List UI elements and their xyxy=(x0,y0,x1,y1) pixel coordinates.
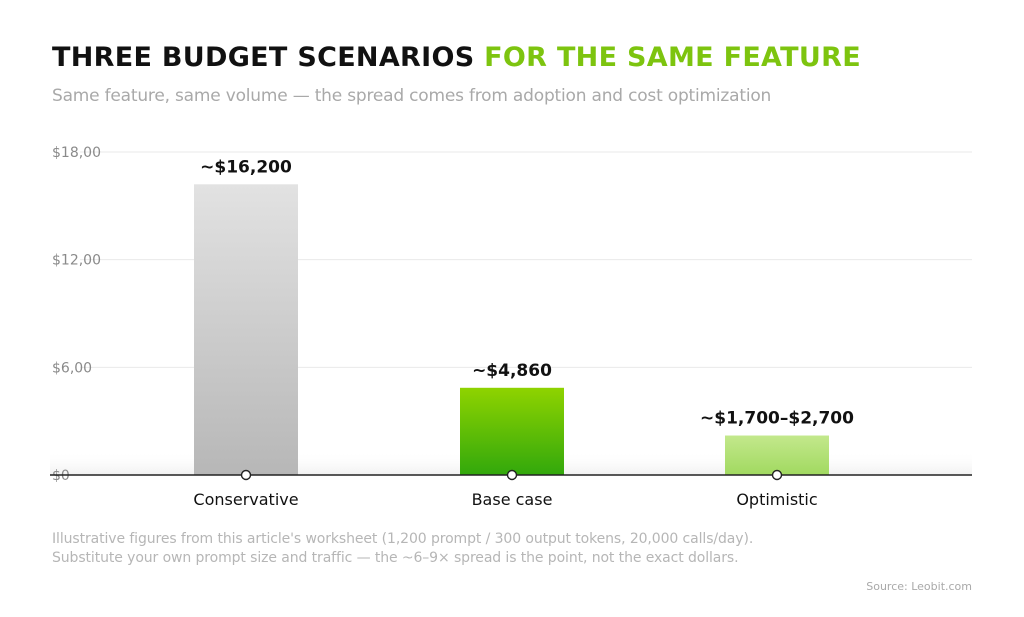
x-tick-label-optimistic: Optimistic xyxy=(736,490,817,509)
axis-marker-conservative xyxy=(240,469,252,481)
x-tick-label-conservative: Conservative xyxy=(193,490,298,509)
chart-title-part-1: THREE BUDGET SCENARIOS xyxy=(52,42,475,73)
bar-optimistic xyxy=(725,435,829,475)
bar-base-case xyxy=(460,387,564,475)
data-label-conservative: ~$16,200 xyxy=(200,157,292,177)
y-tick-label: $0 xyxy=(52,468,70,484)
chart-title-part-2: FOR THE SAME FEATURE xyxy=(484,42,861,73)
footnote-line-2: Substitute your own prompt size and traf… xyxy=(52,550,739,566)
y-tick-label: $12,00 xyxy=(52,253,101,269)
x-tick-label-base-case: Base case xyxy=(472,490,553,509)
y-tick-label: $6,00 xyxy=(52,360,92,376)
axis-marker-optimistic xyxy=(771,469,783,481)
chart-title: THREE BUDGET SCENARIOS FOR THE SAME FEAT… xyxy=(52,42,861,73)
data-label-optimistic: ~$1,700–$2,700 xyxy=(700,409,854,429)
source-credit: Source: Leobit.com xyxy=(866,580,972,593)
footnote-line-1: Illustrative figures from this article's… xyxy=(52,531,754,547)
data-label-base-case: ~$4,860 xyxy=(472,361,552,381)
chart-subtitle: Same feature, same volume — the spread c… xyxy=(52,86,772,106)
y-tick-label: $18,00 xyxy=(52,145,101,161)
footnote: Illustrative figures from this article's… xyxy=(52,530,753,568)
axis-marker-base-case xyxy=(506,469,518,481)
bar-conservative xyxy=(194,184,298,476)
